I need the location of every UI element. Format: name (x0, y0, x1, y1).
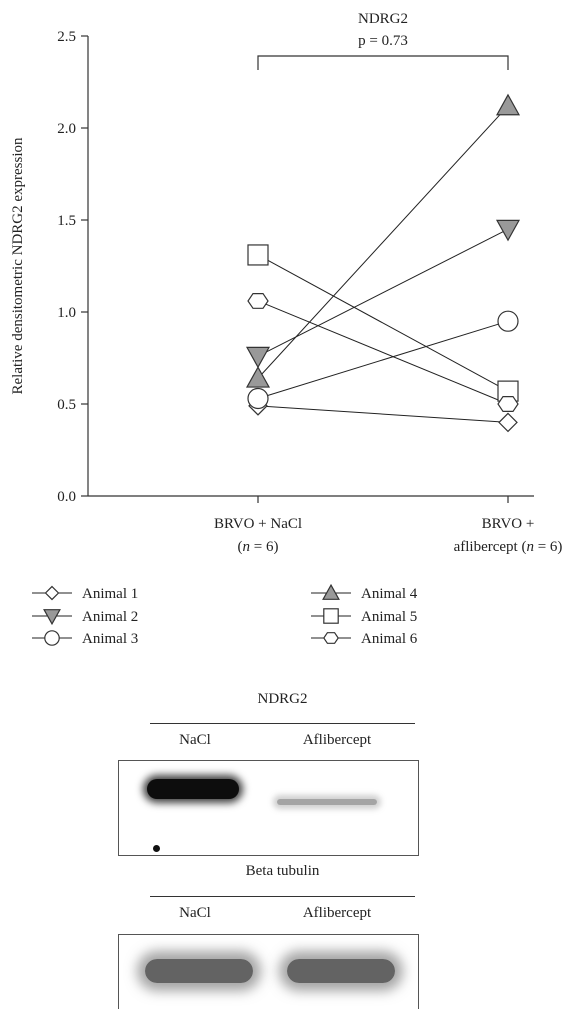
data-point-animal-6 (247, 293, 269, 309)
legend-marker-animal-4 (322, 583, 340, 600)
data-point-animal-4 (495, 93, 521, 116)
blot-lane-tubulin-nacl: NaCl (179, 905, 211, 921)
series-line-animal-3 (257, 320, 509, 399)
data-point-animal-2 (495, 219, 521, 242)
data-point-animal-2 (245, 346, 271, 369)
legend-label-animal-6: Animal 6 (361, 631, 418, 647)
legend-marker-animal-2 (43, 609, 61, 626)
blot-rule-ndrg2 (150, 723, 415, 724)
x-tick-label-n: (n = 6) (238, 539, 279, 555)
legend-label-animal-5: Animal 5 (361, 609, 417, 625)
blot-lane-ndrg2-aflibercept: Aflibercept (302, 732, 372, 748)
data-point-animal-3 (247, 387, 269, 410)
blot-lane-ndrg2-nacl: NaCl (179, 732, 211, 748)
data-point-animal-3 (497, 310, 519, 332)
y-tick-label: 1.0 (57, 305, 76, 321)
p-value-annotation: p = 0.73 (358, 33, 408, 49)
data-point-animal-4 (245, 366, 271, 388)
x-tick-label-n: aflibercept (n = 6) (454, 539, 563, 555)
band-tubulin-aflibercept (287, 959, 395, 983)
legend-marker-animal-5 (323, 608, 339, 624)
x-tick-label: BRVO + (482, 516, 535, 532)
blot-title-beta-tubulin: Beta tubulin (245, 863, 320, 879)
legend-label-animal-4: Animal 4 (361, 586, 418, 602)
blot-lane-tubulin-aflibercept: Aflibercept (302, 905, 372, 921)
chart-title: NDRG2 (358, 11, 408, 27)
series-line-animal-5 (257, 254, 509, 392)
legend-label-animal-3: Animal 3 (82, 631, 138, 647)
significance-bracket (257, 55, 509, 70)
data-point-animal-6 (497, 396, 519, 412)
blot-image-beta-tubulin (118, 934, 419, 1009)
y-tick-label: 1.5 (57, 213, 76, 229)
y-tick-label: 0.0 (57, 489, 76, 505)
y-axis-label: Relative densitometric NDRG2 expression (10, 137, 26, 395)
data-point-animal-1 (498, 412, 518, 433)
blot-rule-beta-tubulin (150, 896, 415, 897)
legend-marker-animal-3 (44, 630, 60, 646)
band-ndrg2-aflibercept (277, 799, 377, 805)
legend-marker-animal-6 (323, 632, 339, 644)
blot-spot (153, 845, 160, 852)
legend-marker-animal-1 (44, 585, 60, 601)
y-tick-label: 0.5 (57, 397, 76, 413)
y-tick-label: 2.5 (57, 29, 76, 45)
data-point-animal-5 (247, 244, 269, 266)
series-line-animal-2 (257, 228, 509, 357)
series-line-animal-4 (257, 105, 509, 379)
y-tick-label: 2.0 (57, 121, 76, 137)
band-tubulin-nacl (145, 959, 253, 983)
legend-label-animal-1: Animal 1 (82, 586, 138, 602)
ndrg2-chart: 0.0 0.5 1.0 1.5 2.0 2.5 BRVO + NaCl (n = 6) BRVO… (10, 11, 563, 647)
legend-label-animal-2: Animal 2 (82, 609, 138, 625)
blot-title-ndrg2: NDRG2 (257, 691, 308, 707)
blot-image-ndrg2 (118, 760, 419, 856)
series-line-animal-1 (257, 405, 509, 423)
x-tick-label: BRVO + NaCl (214, 516, 302, 532)
band-ndrg2-nacl (147, 779, 239, 799)
series-line-animal-6 (257, 300, 509, 405)
